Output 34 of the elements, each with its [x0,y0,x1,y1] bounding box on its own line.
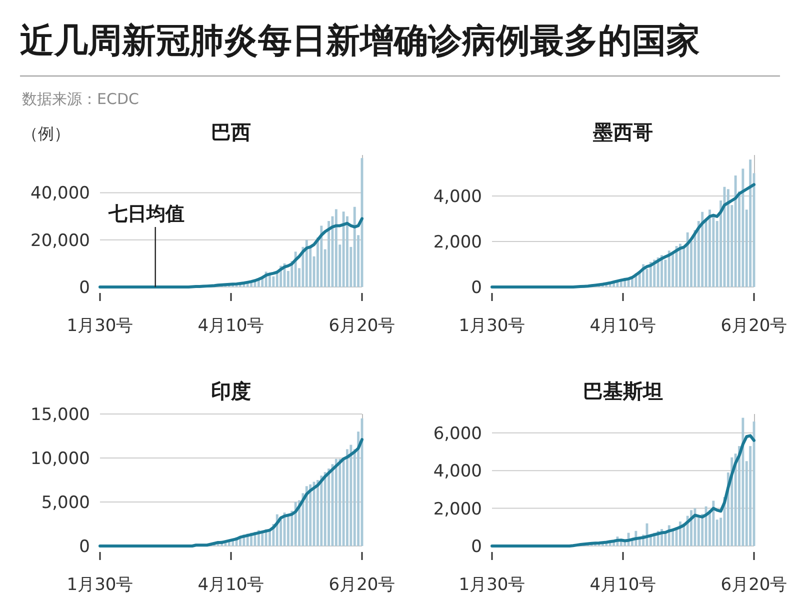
chart-title: 墨西哥 [592,120,653,144]
x-tick-label: 4月10号 [590,575,656,595]
x-tick-label: 6月20号 [720,575,788,595]
x-tick-label: 1月30号 [458,575,526,595]
chart-title: 巴基斯坦 [583,379,663,403]
x-tick-label: 4月10号 [198,575,264,595]
y-tick-label: 4,000 [433,186,482,207]
annotation: 七日均值 [107,203,184,225]
y-tick-label: 5,000 [41,493,90,513]
chart-title: 巴西 [211,120,251,144]
y-tick-label: 15,000 [30,405,90,425]
x-tick-label: 4月10号 [590,316,656,336]
y-tick-label: 0 [471,278,482,298]
y-tick-label: 2,000 [433,499,482,520]
chart-title: 印度 [211,379,251,403]
y-tick-label: 2,000 [433,232,482,252]
y-tick-label: 20,000 [30,230,90,251]
source-note: 数据来源：ECDC [22,90,139,108]
x-tick-label: 4月10号 [198,316,264,336]
x-tick-label: 6月20号 [328,575,396,595]
y-tick-label: 6,000 [433,424,482,444]
x-tick-label: 1月30号 [66,575,134,595]
x-tick-label: 6月20号 [328,316,396,336]
y-tick-label: 40,000 [30,184,90,204]
x-tick-label: 1月30号 [66,316,134,336]
x-tick-label: 1月30号 [458,316,526,336]
text: 近几周新冠肺炎每日新增确诊病例最多的国家 [20,21,700,61]
y-axis-title: （例） [22,124,70,143]
y-tick-label: 0 [79,278,90,298]
y-tick-label: 4,000 [433,462,482,482]
y-tick-label: 0 [79,537,90,557]
y-tick-label: 0 [471,537,482,557]
y-tick-label: 10,000 [30,449,90,469]
x-tick-label: 6月20号 [720,316,788,336]
